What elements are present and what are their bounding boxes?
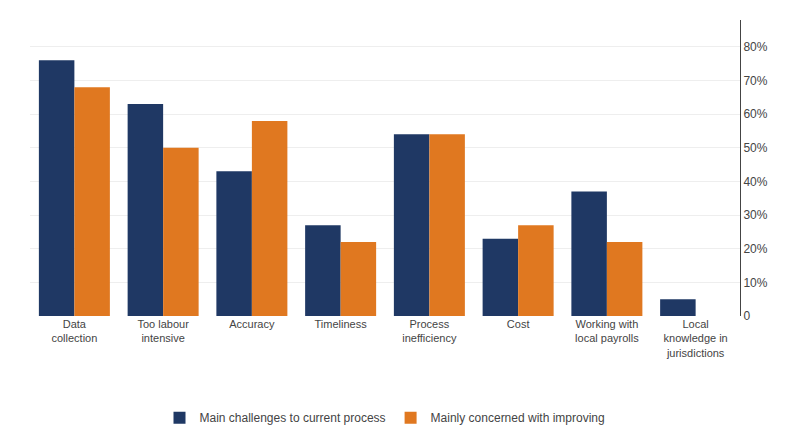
svg-text:Processinefficiency: Processinefficiency (402, 318, 457, 344)
svg-text:Accuracy: Accuracy (229, 318, 275, 330)
svg-text:Main challenges to current pro: Main challenges to current process (200, 411, 386, 425)
svg-text:70%: 70% (743, 74, 767, 88)
svg-text:30%: 30% (743, 208, 767, 222)
svg-text:Working withlocal payrolls: Working withlocal payrolls (575, 318, 639, 344)
svg-text:Datacollection: Datacollection (51, 318, 97, 344)
svg-text:Too labourintensive: Too labourintensive (137, 318, 189, 344)
svg-text:0: 0 (743, 309, 750, 323)
svg-text:40%: 40% (743, 175, 767, 189)
svg-text:Cost: Cost (507, 318, 530, 330)
svg-text:Mainly concerned with improvin: Mainly concerned with improving (431, 411, 605, 425)
svg-text:50%: 50% (743, 141, 767, 155)
svg-text:20%: 20% (743, 242, 767, 256)
svg-text:80%: 80% (743, 40, 767, 54)
svg-text:Timeliness: Timeliness (315, 318, 368, 330)
svg-text:Localknowledge injurisdictions: Localknowledge injurisdictions (664, 318, 728, 359)
svg-text:10%: 10% (743, 276, 767, 290)
svg-text:60%: 60% (743, 107, 767, 121)
